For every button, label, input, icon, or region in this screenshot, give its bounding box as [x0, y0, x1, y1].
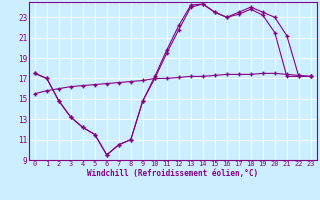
X-axis label: Windchill (Refroidissement éolien,°C): Windchill (Refroidissement éolien,°C) [87, 169, 258, 178]
